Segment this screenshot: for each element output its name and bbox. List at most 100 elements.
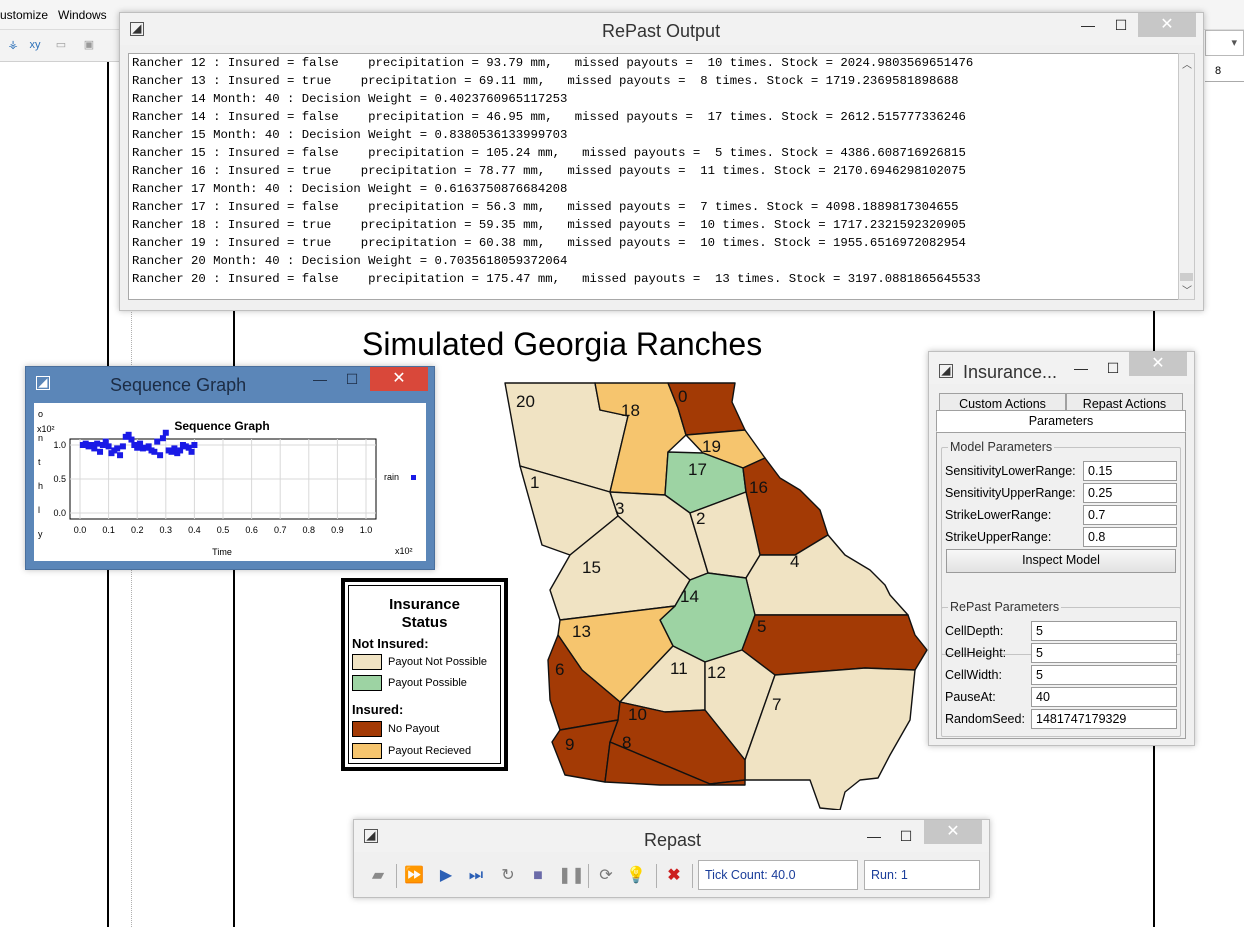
output-title: RePast Output [602,21,721,41]
menu-customize[interactable]: ustomize [0,8,49,22]
fast-forward-icon[interactable]: ⏩ [404,867,424,884]
play-icon[interactable]: ▶ [439,867,453,884]
xy-icon[interactable]: xy [29,39,41,51]
scroll-down-icon[interactable]: ﹀ [1182,286,1192,297]
reload-icon[interactable]: ⟳ [599,867,613,884]
maximize-button[interactable]: ☐ [1114,17,1128,33]
y-axis-char: t [38,457,41,467]
tab-repast-actions[interactable]: Repast Actions [1066,393,1183,415]
region-5[interactable] [741,614,928,676]
tab-parameters[interactable]: Parameters [936,410,1186,432]
chevron-down-icon: ▾ [1231,37,1237,49]
legend-title-line2: Status [401,614,448,631]
legend-insured-heading: Insured: [352,702,404,717]
param-input-pause-at[interactable] [1031,687,1177,707]
rain-point [177,447,184,454]
param-label-cell-height: CellHeight: [945,646,1007,660]
rain-point [188,448,195,455]
y-tick-label: 0.5 [53,474,66,484]
scroll-up-icon[interactable]: ︿ [1182,60,1192,71]
output-line: Rancher 20 Month: 40 : Decision Weight =… [132,254,568,268]
sequence-titlebar[interactable]: ◢ Sequence Graph — ☐ ✕ [26,367,434,401]
minimize-button[interactable]: — [313,371,327,387]
lightbulb-icon[interactable]: 💡 [626,867,646,884]
legend-title-line1: Insurance [389,596,460,613]
y-axis-char: h [38,481,43,491]
restart-icon[interactable]: ↻ [501,867,515,884]
stop-icon[interactable]: ■ [533,867,543,884]
sequence-graph-window: ◢ Sequence Graph — ☐ ✕ Sequence Graph x1… [25,366,435,659]
exit-icon[interactable]: ✖ [667,867,681,884]
region-label-16: 16 [749,478,768,497]
output-textarea[interactable]: Rancher 12 : Insured = false precipitati… [128,53,1179,300]
output-line: Rancher 20 : Insured = false precipitati… [132,272,981,286]
region-label-9: 9 [565,735,574,754]
repast-parameters-group: RePast Parameters [941,600,1181,737]
param-input-sensitivity-upper[interactable] [1083,483,1177,503]
maximize-button[interactable]: ☐ [345,371,359,387]
output-line: Rancher 12 : Insured = false precipitati… [132,56,974,70]
georgia-map: 20 18 0 19 17 16 1 3 2 4 15 14 13 5 6 11… [504,382,928,810]
rain-point [191,442,198,448]
region-label-4: 4 [790,552,799,571]
close-button[interactable]: ✕ [1138,13,1196,37]
minimize-button[interactable]: — [1081,17,1095,33]
rain-point [102,438,109,445]
param-input-strike-upper[interactable] [1083,527,1177,547]
repast-titlebar[interactable]: ◢ Repast — ☐ ✕ [354,820,989,852]
region-label-6: 6 [555,660,564,679]
region-label-19: 19 [702,437,721,456]
inspect-model-button[interactable]: Inspect Model [946,549,1176,573]
legend-rain-label: rain [384,472,399,482]
region-8[interactable] [604,741,746,786]
minimize-button[interactable]: — [1074,360,1088,376]
tab-custom-actions[interactable]: Custom Actions [939,393,1066,415]
legend-title: Insurance Status [349,596,500,632]
ide-ruler: 8 [1205,62,1244,82]
y-tick-label: 0.0 [53,508,66,518]
close-button[interactable]: ✕ [924,820,982,844]
output-scrollbar[interactable]: ︿ ﹀ [1178,53,1195,300]
param-input-cell-depth[interactable] [1031,621,1177,641]
sequence-graph-body: Sequence Graph x10² x10² Time rain o n t… [34,403,426,659]
param-input-cell-width[interactable] [1031,665,1177,685]
x-tick-label: 0.8 [303,525,316,535]
pause-icon[interactable]: ❚❚ [558,867,585,884]
scroll-thumb[interactable] [1180,273,1193,281]
insurance-titlebar[interactable]: ◢ Insurance... — ☐ ✕ [929,352,1194,384]
param-label-random-seed: RandomSeed: [945,712,1025,726]
x-tick-label: 1.0 [360,525,373,535]
close-button[interactable]: ✕ [370,367,428,391]
tree-icon[interactable]: ⚶ [8,39,18,51]
output-line: Rancher 14 : Insured = false precipitati… [132,110,966,124]
x-tick-label: 0.4 [188,525,201,535]
output-line: Rancher 18 : Insured = true precipitatio… [132,218,966,232]
param-input-strike-lower[interactable] [1083,505,1177,525]
x-tick-label: 0.3 [160,525,173,535]
param-input-random-seed[interactable] [1031,709,1177,729]
param-input-sensitivity-lower[interactable] [1083,461,1177,481]
repast-logo-icon: ◢ [364,829,378,843]
maximize-button[interactable]: ☐ [1106,360,1120,376]
region-label-0: 0 [678,387,687,406]
maximize-button[interactable]: ☐ [899,828,913,844]
param-label-strike-lower: StrikeLowerRange: [945,508,1052,522]
param-input-cell-height[interactable] [1031,643,1177,663]
ide-dropdown[interactable]: ▾ [1205,30,1244,56]
minimize-button[interactable]: — [867,828,881,844]
output-titlebar[interactable]: ◢ RePast Output — ☐ ✕ [120,13,1203,45]
rain-point [185,444,192,451]
x-exponent: x10² [395,546,413,556]
rain-point [162,429,169,436]
region-label-10: 10 [628,705,647,724]
load-model-icon[interactable]: ▰ [371,867,385,884]
step-icon[interactable]: ⏭ [468,867,484,884]
region-7[interactable] [744,667,916,810]
menu-windows[interactable]: Windows [58,8,107,22]
region-label-3: 3 [615,499,624,518]
rain-point [151,448,158,455]
close-button[interactable]: ✕ [1129,352,1187,376]
add-window-icon[interactable]: ▣ [83,39,95,51]
window-icon[interactable]: ▭ [55,39,67,51]
rain-point [134,444,141,451]
